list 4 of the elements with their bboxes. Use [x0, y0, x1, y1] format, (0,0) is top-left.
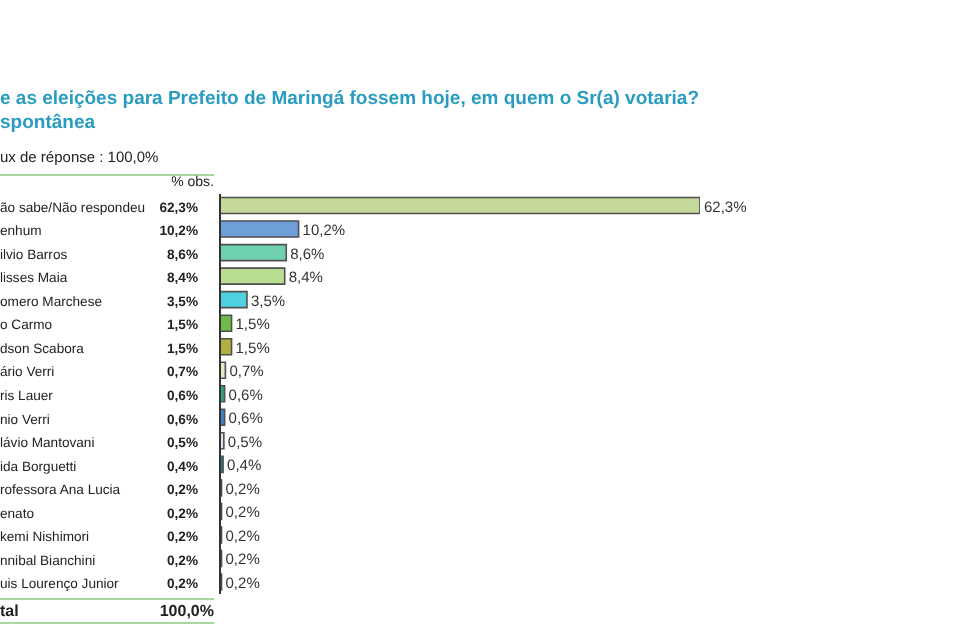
- text: 100,0%: [159, 602, 214, 620]
- text: tal: [0, 602, 19, 620]
- text: spontânea: [0, 112, 96, 134]
- chart-title: e as eleições para Prefeito de Maringá fossem hoje, em quem o Sr(a) votaria?: [0, 88, 700, 110]
